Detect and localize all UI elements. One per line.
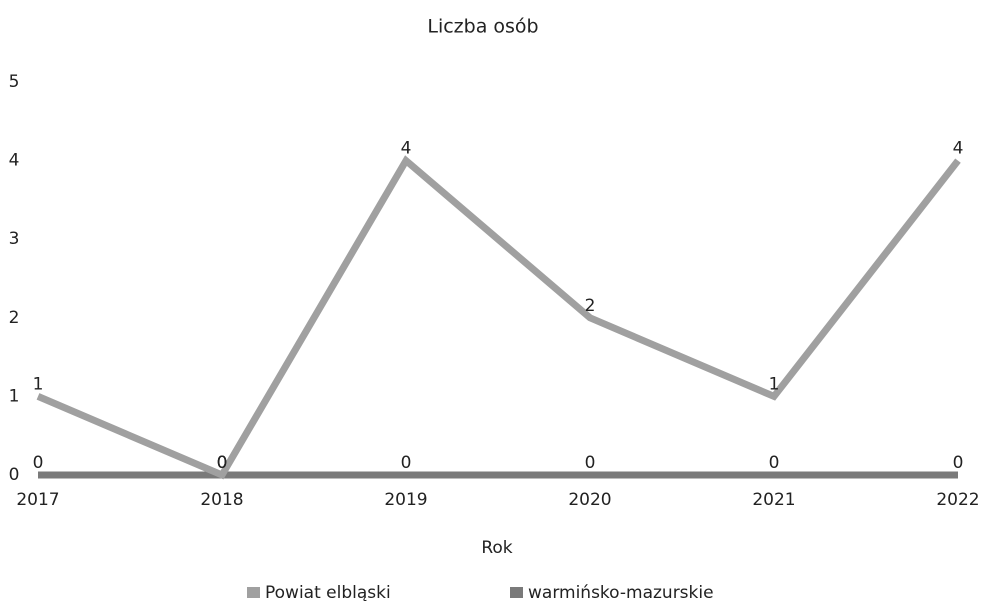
- y-tick-label: 4: [9, 151, 20, 171]
- legend-label: warmińsko-mazurskie: [528, 583, 714, 603]
- legend-swatch: [510, 587, 523, 598]
- legend-swatch: [247, 587, 260, 598]
- data-label: 0: [585, 453, 596, 473]
- x-tick-label: 2020: [568, 490, 611, 510]
- data-label: 0: [769, 453, 780, 473]
- data-label: 0: [953, 453, 964, 473]
- data-label: 0: [217, 453, 228, 473]
- x-tick-label: 2018: [200, 490, 243, 510]
- y-tick-label: 1: [9, 386, 20, 406]
- data-label: 0: [217, 453, 228, 473]
- x-axis-label: Rok: [481, 538, 512, 558]
- data-label: 4: [401, 139, 412, 159]
- data-label: 2: [585, 296, 596, 316]
- data-label: 4: [953, 139, 964, 159]
- y-tick-label: 0: [9, 465, 20, 485]
- y-tick-label: 5: [9, 72, 20, 92]
- y-tick-label: 3: [9, 229, 20, 249]
- series-line: [36, 155, 961, 480]
- y-tick-label: 2: [9, 308, 20, 328]
- data-label: 0: [33, 453, 44, 473]
- x-tick-label: 2022: [936, 490, 979, 510]
- x-tick-label: 2021: [752, 490, 795, 510]
- x-tick-label: 2019: [384, 490, 427, 510]
- x-tick-label: 2017: [16, 490, 59, 510]
- data-label: 1: [33, 374, 44, 394]
- chart-title: Liczba osób: [427, 16, 538, 38]
- legend-label: Powiat elbląski: [265, 583, 391, 603]
- data-label: 0: [401, 453, 412, 473]
- data-label: 1: [769, 374, 780, 394]
